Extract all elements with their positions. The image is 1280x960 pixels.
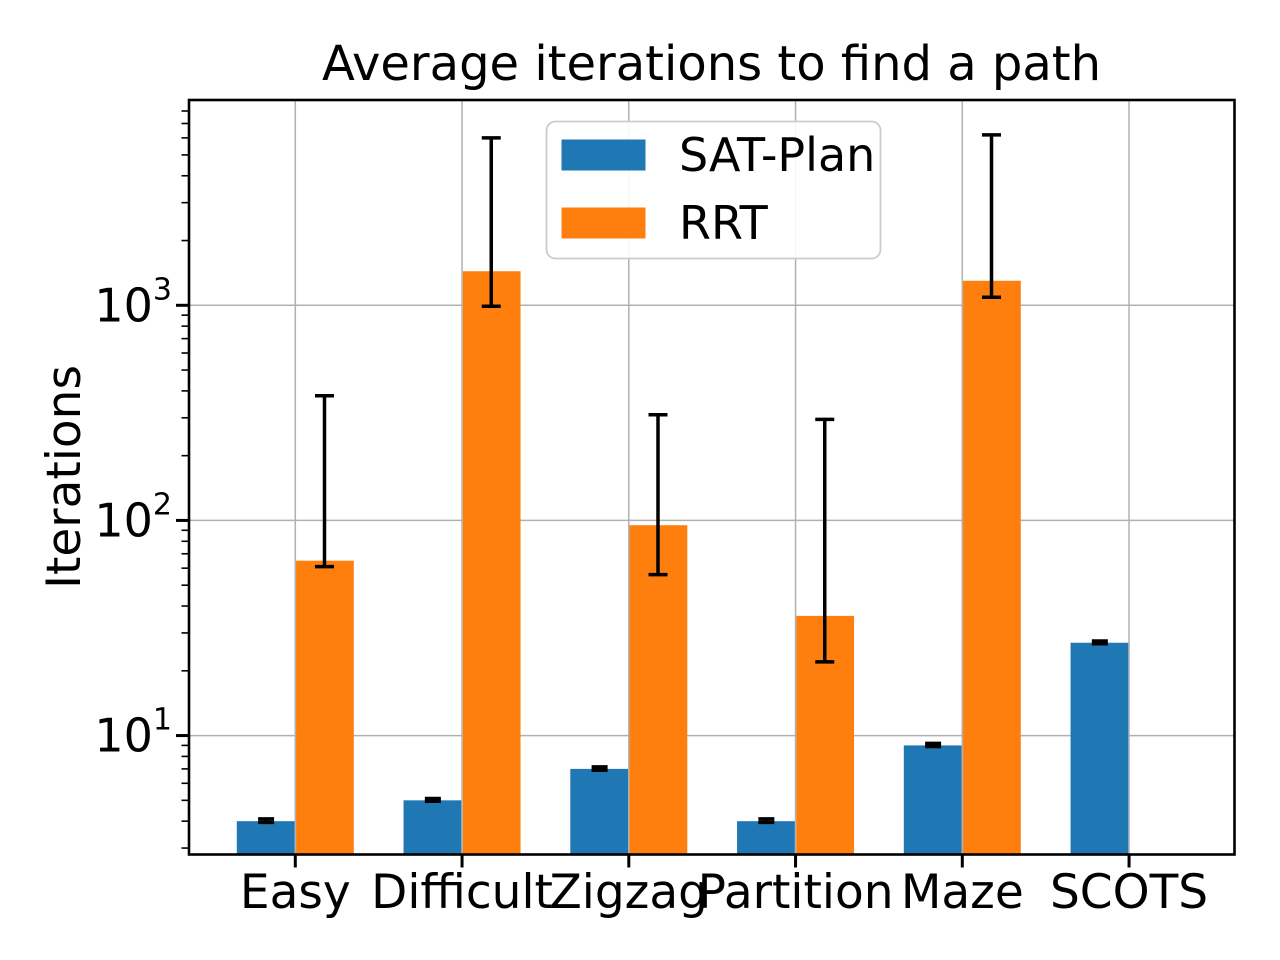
legend-label-rrt: RRT [679, 196, 769, 250]
bar-sat-plan-scots [1070, 642, 1129, 855]
x-tick-label: Zigzag [550, 865, 708, 920]
error-bar [481, 136, 501, 308]
bar-rrt-easy [296, 560, 354, 855]
bar-rrt-maze [963, 280, 1021, 855]
bar-sat-plan-difficult [403, 800, 462, 855]
legend-label-sat-plan: SAT-Plan [679, 128, 875, 182]
error-bar [258, 817, 275, 825]
error-bar [982, 133, 1001, 299]
bar-sat-plan-maze [903, 745, 962, 855]
error-bar [815, 417, 835, 664]
chart-title: Average iterations to find a path [322, 36, 1101, 92]
bar-sat-plan-zigzag [570, 768, 629, 855]
error-bars-layer [258, 133, 1108, 825]
x-tick-label: SCOTS [1050, 865, 1208, 920]
error-bar [648, 412, 668, 577]
x-tick-label: Easy [240, 865, 351, 920]
error-bar [591, 765, 608, 772]
error-bar [424, 796, 441, 804]
y-tick-label: 103 [94, 272, 172, 333]
legend-swatch-rrt [561, 207, 646, 239]
axes-spines [187, 98, 1236, 856]
error-bar [925, 741, 942, 749]
bars-layer [236, 271, 1129, 855]
y-tick-label: 102 [94, 487, 172, 548]
y-axis-label: Iterations [37, 365, 92, 589]
legend: SAT-Plan RRT [545, 120, 882, 260]
error-bar [758, 817, 775, 825]
bar-sat-plan-partition [737, 821, 795, 855]
x-tick-label: Partition [698, 865, 894, 920]
y-tick-labels: 101 102 103 [94, 272, 172, 763]
bar-rrt-difficult [462, 271, 521, 855]
error-bar [315, 393, 334, 569]
x-tick-label: Difficult [371, 865, 553, 920]
legend-swatch-sat-plan [561, 139, 646, 171]
x-tick-label: Maze [901, 865, 1024, 920]
error-bar [1091, 639, 1108, 646]
bar-sat-plan-easy [236, 821, 295, 855]
bar-rrt-zigzag [629, 525, 688, 855]
ticks-layer [176, 110, 1131, 868]
y-tick-label: 101 [94, 702, 172, 763]
